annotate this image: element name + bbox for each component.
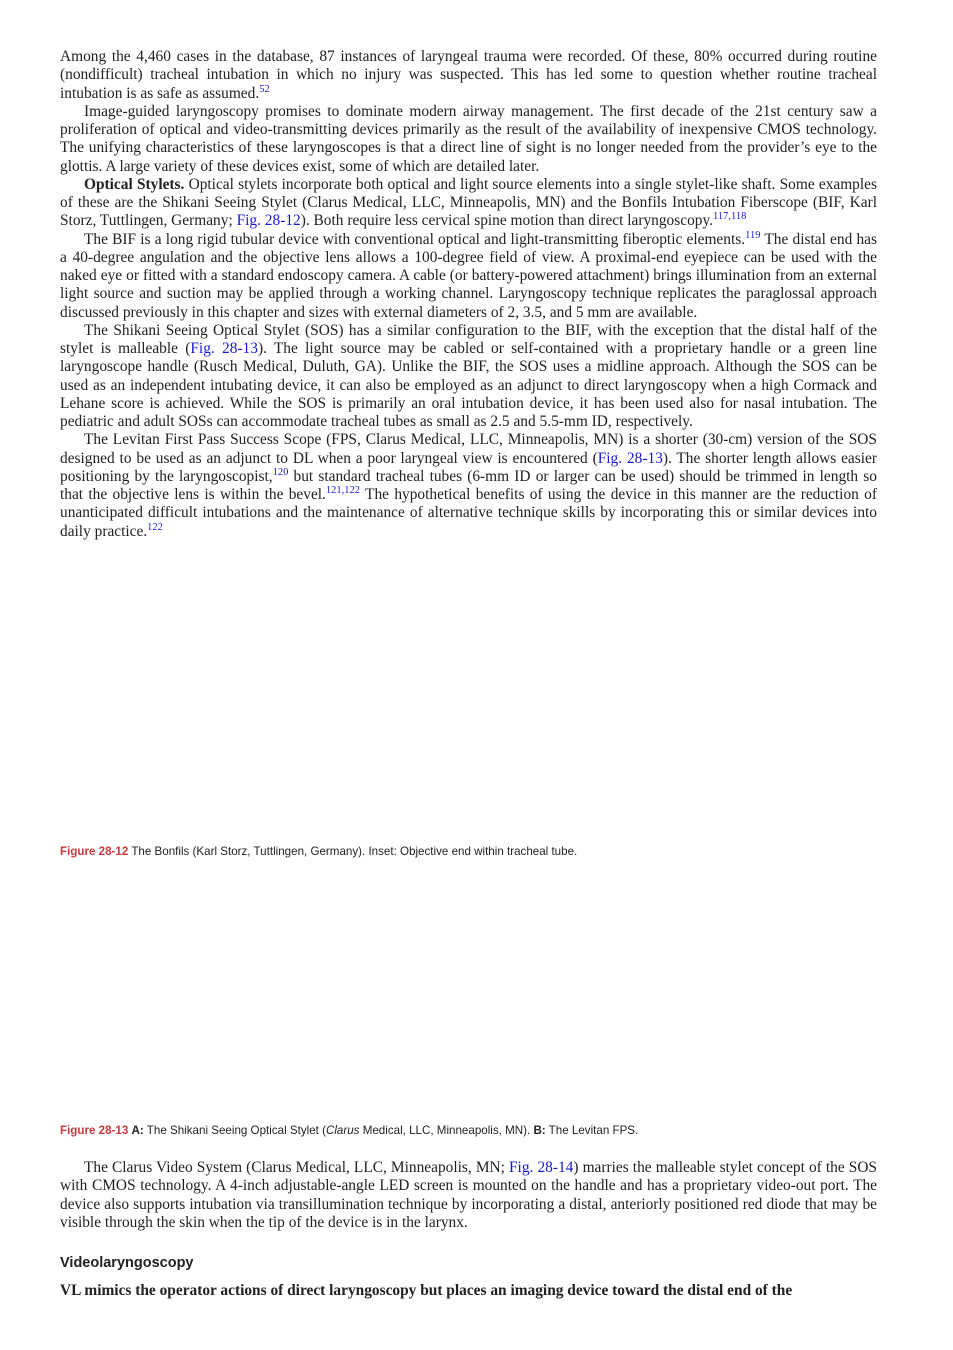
paragraph: The Levitan First Pass Success Scope (FP…	[60, 431, 877, 541]
ref-text: 120	[272, 466, 289, 478]
text-run: but standard tracheal tubes (6-mm ID or …	[60, 467, 877, 503]
text-run: Medical, LLC, Minneapolis, MN).	[359, 1124, 534, 1137]
italic-text: Clarus	[325, 1124, 360, 1137]
num-text: Figure 28-13	[60, 1124, 129, 1137]
text-run: The Shikani Seeing Optical Stylet (SOS) …	[60, 321, 877, 357]
text-run: The Levitan FPS.	[545, 1124, 639, 1137]
section-heading: Videolaryngoscopy	[60, 1255, 194, 1271]
text-run: The Bonfils (Karl Storz, Tuttlingen, Ger…	[128, 845, 578, 858]
text-run: The BIF is a long rigid tubular device w…	[84, 230, 746, 248]
bold-text: A:	[131, 1124, 144, 1137]
text-run: The hypothetical benefits of using the d…	[60, 486, 877, 540]
text-run: The Shikani Seeing Optical Stylet (	[143, 1124, 326, 1137]
ref-text: 121,122	[325, 485, 361, 496]
link-text[interactable]: Fig. 28-14	[508, 1159, 574, 1176]
paragraph: The BIF is a long rigid tubular device w…	[60, 229, 877, 322]
link-text[interactable]: Fig. 28-12	[236, 212, 301, 230]
figure-caption: Figure 28-12 The Bonfils (Karl Storz, Tu…	[60, 845, 877, 858]
text-run: The distal end has a 40-degree angulatio…	[60, 230, 877, 321]
ref-text: 117,118	[713, 211, 747, 223]
text-run: ) marries the malleable stylet concept o…	[60, 1159, 877, 1231]
paragraph: The Clarus Video System (Clarus Medical,…	[60, 1159, 877, 1232]
text-run: The Levitan First Pass Success Scope (FP…	[60, 431, 877, 467]
body-text: Among the 4,460 cases in the database, 8…	[60, 48, 877, 541]
text-run: Image-guided laryngoscopy promises to do…	[60, 102, 877, 175]
text-run: ). The light source may be cabled or sel…	[60, 340, 877, 430]
ref-text: 122	[147, 521, 163, 533]
body-text: The Clarus Video System (Clarus Medical,…	[60, 1159, 877, 1232]
paragraph: The Shikani Seeing Optical Stylet (SOS) …	[60, 322, 877, 432]
figure-caption: Figure 28-13 A: The Shikani Seeing Optic…	[60, 1124, 877, 1137]
paragraph: Image-guided laryngoscopy promises to do…	[60, 103, 877, 176]
paragraph: Among the 4,460 cases in the database, 8…	[60, 48, 877, 103]
bold-text: Optical Stylets.	[84, 175, 185, 193]
paragraph: Optical Stylets. Optical stylets incorpo…	[60, 176, 877, 231]
text-run: The Clarus Video System (Clarus Medical,…	[84, 1159, 509, 1176]
text-run: Optical stylets incorporate both optical…	[60, 175, 877, 230]
text-run: ). Both require less cervical spine moti…	[300, 212, 714, 230]
bold-text: B:	[533, 1124, 546, 1137]
text-run: ). The shorter length allows easier posi…	[60, 449, 877, 485]
paragraph: VL mimics the operator actions of direct…	[60, 1282, 793, 1299]
ref-text: 52	[259, 83, 270, 95]
link-text[interactable]: Fig. 28-13	[597, 449, 663, 467]
text-run: Among the 4,460 cases in the database, 8…	[60, 48, 877, 102]
num-text: Figure 28-12	[60, 845, 129, 858]
ref-text: 119	[745, 229, 761, 241]
link-text[interactable]: Fig. 28-13	[190, 340, 258, 357]
